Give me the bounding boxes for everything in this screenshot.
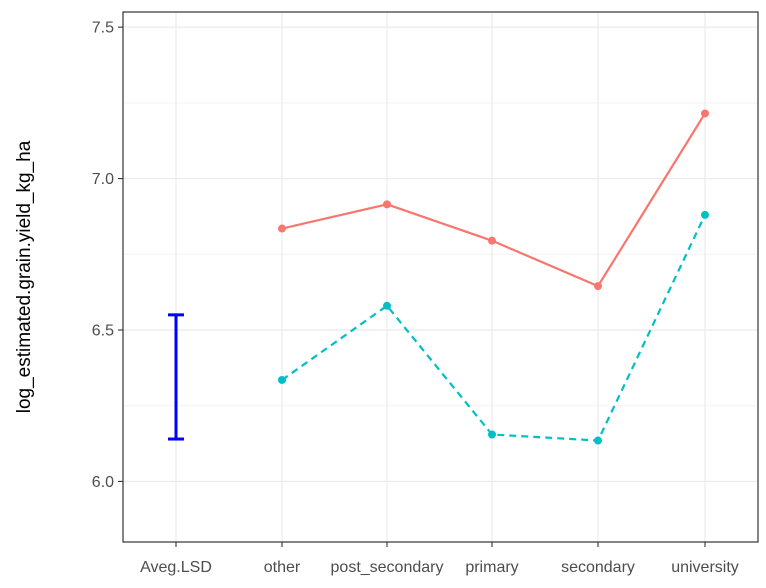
x-tick-label: Aveg.LSD	[140, 559, 212, 576]
data-point	[594, 436, 602, 445]
lsd-error-bar	[168, 313, 184, 441]
data-point	[278, 224, 286, 233]
data-point	[488, 236, 496, 245]
data-point	[701, 210, 709, 219]
x-tick-label: post_secondary	[331, 559, 444, 576]
y-tick-label: 7.0	[92, 171, 114, 188]
data-point	[701, 109, 709, 118]
plot-border	[122, 11, 759, 543]
y-tick-label: 7.5	[92, 20, 114, 37]
axes: 6.0 6.5 7.0 7.5 Aveg.LSD other post_secondary p…	[92, 20, 739, 576]
y-tick-label: 6.0	[92, 474, 114, 491]
data-point	[594, 282, 602, 291]
x-tick-label: primary	[465, 559, 518, 576]
data-point	[383, 301, 391, 310]
y-tick-label: 6.5	[92, 323, 114, 340]
y-axis-title: log_estimated.grain.yield_kg_ha	[14, 140, 35, 413]
x-tick-label: secondary	[561, 559, 635, 576]
data-point	[488, 430, 496, 439]
series-lines	[278, 109, 709, 445]
grid-lines	[123, 12, 758, 542]
x-tick-label: university	[671, 559, 739, 576]
data-point	[278, 375, 286, 384]
plot-background	[123, 12, 758, 542]
data-point	[383, 200, 391, 209]
x-tick-label: other	[264, 559, 301, 576]
